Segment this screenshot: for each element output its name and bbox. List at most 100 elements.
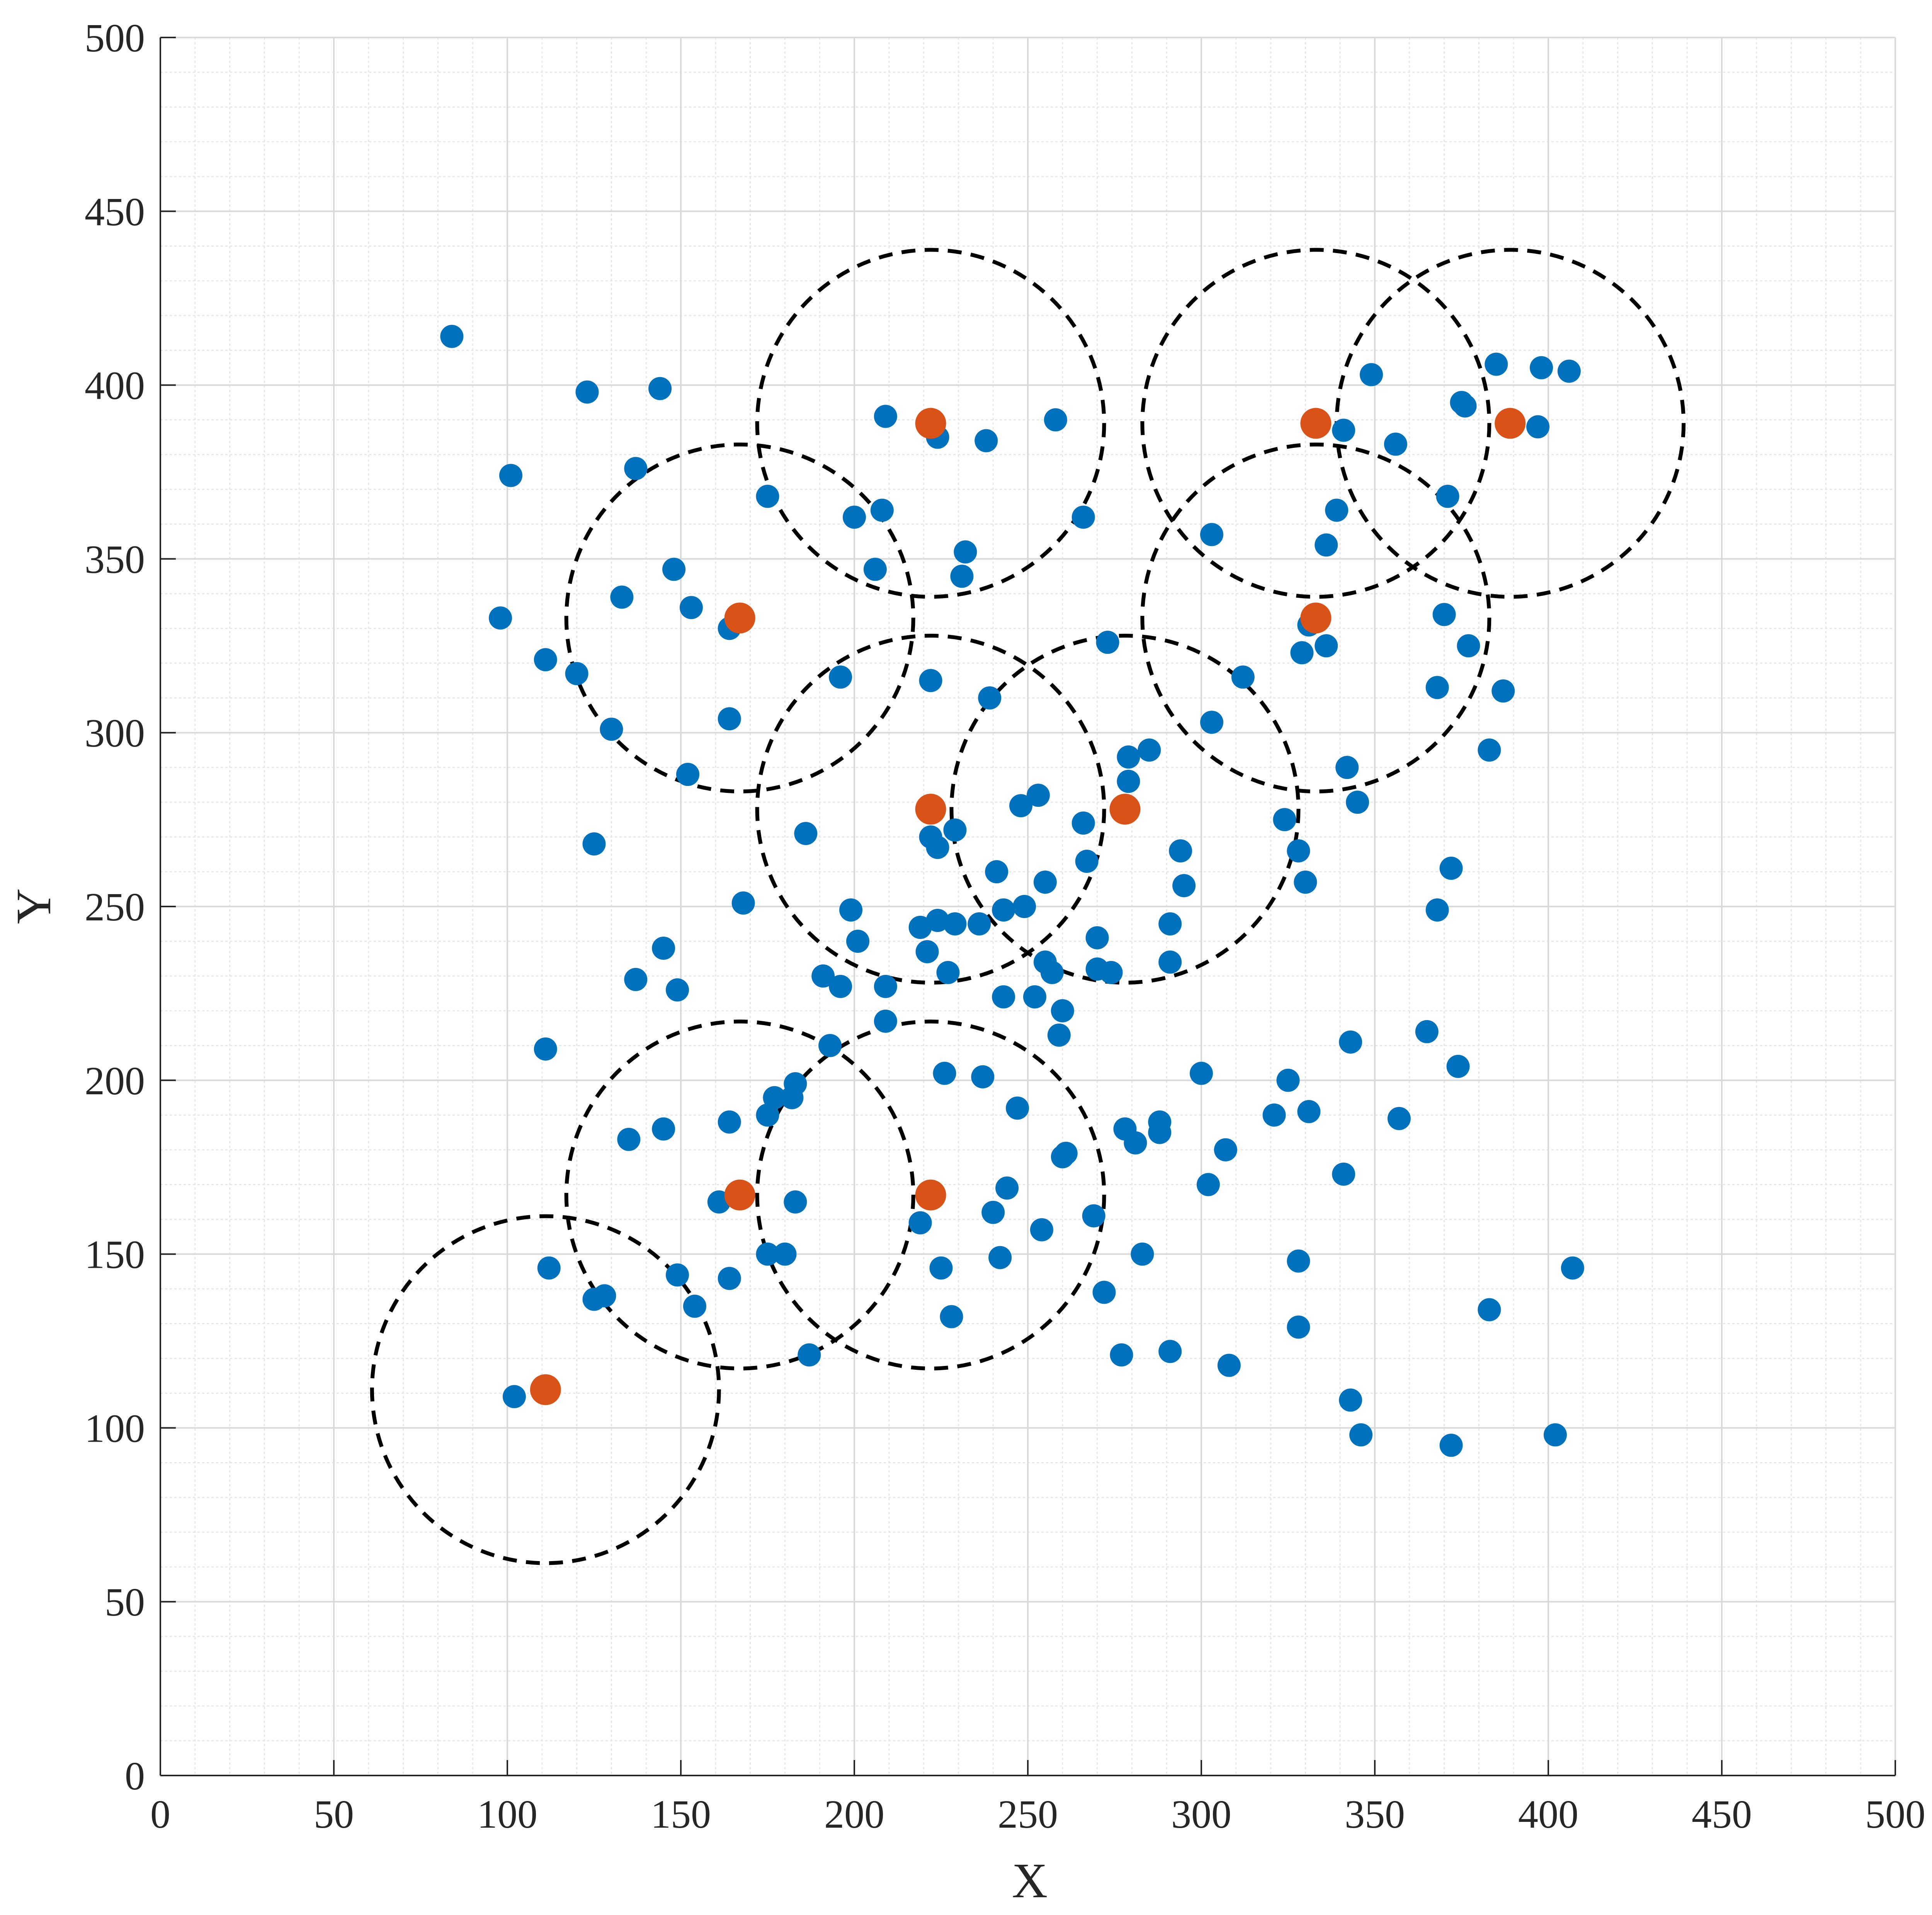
data-point [617, 1128, 641, 1151]
data-point [1138, 738, 1161, 762]
x-tick-label: 200 [824, 1792, 884, 1837]
data-point [1099, 961, 1123, 984]
data-point [1432, 603, 1456, 626]
data-point [1200, 711, 1223, 734]
center-point [1300, 408, 1332, 439]
center-point [915, 794, 946, 825]
data-point [756, 1103, 779, 1127]
data-point [1276, 1068, 1300, 1092]
center-point [724, 602, 755, 634]
axes [160, 37, 1896, 1776]
data-point [978, 686, 1002, 710]
y-tick-label: 200 [85, 1059, 145, 1103]
coverage-circles [370, 248, 1686, 1565]
y-tick-label: 450 [85, 190, 145, 234]
data-point [954, 540, 977, 564]
data-point [1071, 505, 1095, 529]
data-point [534, 1037, 557, 1061]
data-point [1297, 1100, 1321, 1123]
data-point [683, 1294, 706, 1318]
data-point [1117, 770, 1140, 793]
data-point [1315, 634, 1338, 658]
coverage-circle [564, 442, 915, 794]
data-point [1436, 485, 1459, 508]
data-point [818, 1034, 842, 1057]
data-point [992, 898, 1015, 922]
data-point [1262, 1103, 1286, 1127]
data-point [1543, 1423, 1567, 1447]
data-point [908, 915, 932, 939]
x-tick-label: 350 [1345, 1792, 1405, 1837]
y-tick-label: 150 [85, 1233, 145, 1277]
data-point [1415, 1020, 1439, 1043]
data-point [1085, 926, 1109, 949]
data-point [971, 1065, 995, 1088]
data-point [1557, 359, 1581, 383]
data-point [975, 429, 998, 452]
data-point [874, 405, 897, 428]
coverage-circle [755, 1019, 1106, 1371]
data-point [1439, 857, 1463, 880]
data-point [1169, 839, 1192, 863]
y-tick-label: 300 [85, 711, 145, 755]
data-point [1325, 498, 1349, 522]
y-tick-label: 250 [85, 885, 145, 929]
data-point [1217, 1354, 1241, 1377]
data-point [718, 1267, 741, 1290]
data-point [1110, 1343, 1133, 1367]
center-point [1495, 408, 1526, 439]
center-point [724, 1179, 755, 1211]
y-tick-label: 400 [85, 364, 145, 408]
data-point [1131, 1242, 1154, 1266]
data-point [662, 558, 686, 581]
y-tick-label: 100 [85, 1406, 145, 1451]
x-tick-label: 0 [150, 1792, 170, 1837]
data-point [1006, 1096, 1029, 1120]
data-point [1051, 999, 1074, 1022]
data-point [1360, 363, 1383, 386]
coverage-circle [1140, 442, 1492, 794]
data-point [1033, 871, 1057, 894]
data-point [1346, 791, 1369, 814]
data-point [1387, 1107, 1411, 1130]
y-axis-label: Y [6, 888, 61, 924]
data-point [1294, 871, 1317, 894]
data-point [773, 1242, 797, 1266]
data-point [499, 464, 522, 487]
coverage-circle [1140, 248, 1492, 599]
data-point [1457, 634, 1480, 658]
data-point [1023, 985, 1046, 1009]
data-point [926, 836, 949, 859]
data-point [1092, 1281, 1116, 1304]
coverage-circle [370, 1214, 721, 1565]
data-point [666, 1263, 689, 1287]
data-point [1190, 1061, 1213, 1085]
center-point [530, 1374, 561, 1405]
data-point [1561, 1256, 1584, 1280]
data-point [968, 912, 991, 935]
data-point [1124, 1131, 1147, 1155]
data-point [926, 908, 949, 932]
data-point [985, 860, 1009, 884]
center-points [530, 408, 1526, 1405]
data-point [1273, 808, 1296, 832]
data-point [489, 606, 512, 630]
data-point [666, 978, 689, 1002]
data-point [624, 457, 648, 480]
data-point [679, 596, 703, 619]
data-point [1332, 1162, 1355, 1186]
data-point [943, 818, 967, 842]
data-point [874, 1009, 897, 1033]
x-tick-label: 250 [998, 1792, 1058, 1837]
data-point [1287, 1249, 1310, 1273]
data-point [676, 763, 699, 786]
x-tick-label: 100 [477, 1792, 537, 1837]
data-point [718, 1110, 741, 1134]
data-point [1158, 950, 1182, 974]
data-point [933, 1061, 956, 1085]
data-point [624, 968, 648, 991]
data-point [593, 1284, 616, 1308]
data-point [756, 1242, 779, 1266]
data-point [1339, 1388, 1362, 1412]
